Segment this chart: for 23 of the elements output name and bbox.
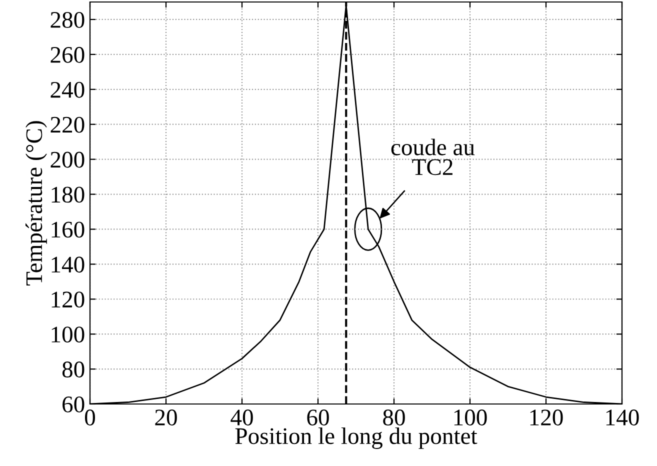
y-tick-label: 220 (50, 116, 84, 133)
x-tick-label: 60 (307, 410, 329, 426)
annotation: coude au TC2 (391, 138, 475, 176)
x-tick-label: 120 (530, 410, 563, 426)
y-tick-label: 160 (52, 222, 84, 238)
x-tick-label: 140 (606, 410, 639, 426)
y-tick-label: 260 (50, 46, 84, 63)
x-tick-label: 100 (454, 410, 487, 426)
y-tick-label: 100 (52, 326, 84, 343)
x-tick-label: 0 (84, 410, 96, 426)
y-tick-label: 200 (50, 152, 84, 168)
x-tick-label: 40 (230, 410, 253, 426)
y-tick-label: 140 (52, 256, 84, 273)
y-tick-label: 280 (50, 12, 84, 28)
y-tick-label: 240 (50, 82, 84, 98)
x-axis-title: Position le long du pontet (235, 427, 478, 449)
y-tick-label: 180 (52, 186, 84, 203)
y-axis-title: Température (°C) (26, 121, 47, 286)
y-tick-label: 60 (62, 396, 84, 412)
y-tick-label: 120 (52, 292, 84, 308)
y-tick-label: 80 (62, 362, 84, 378)
x-tick-label: 20 (155, 410, 177, 426)
x-tick-label: 80 (383, 410, 405, 426)
